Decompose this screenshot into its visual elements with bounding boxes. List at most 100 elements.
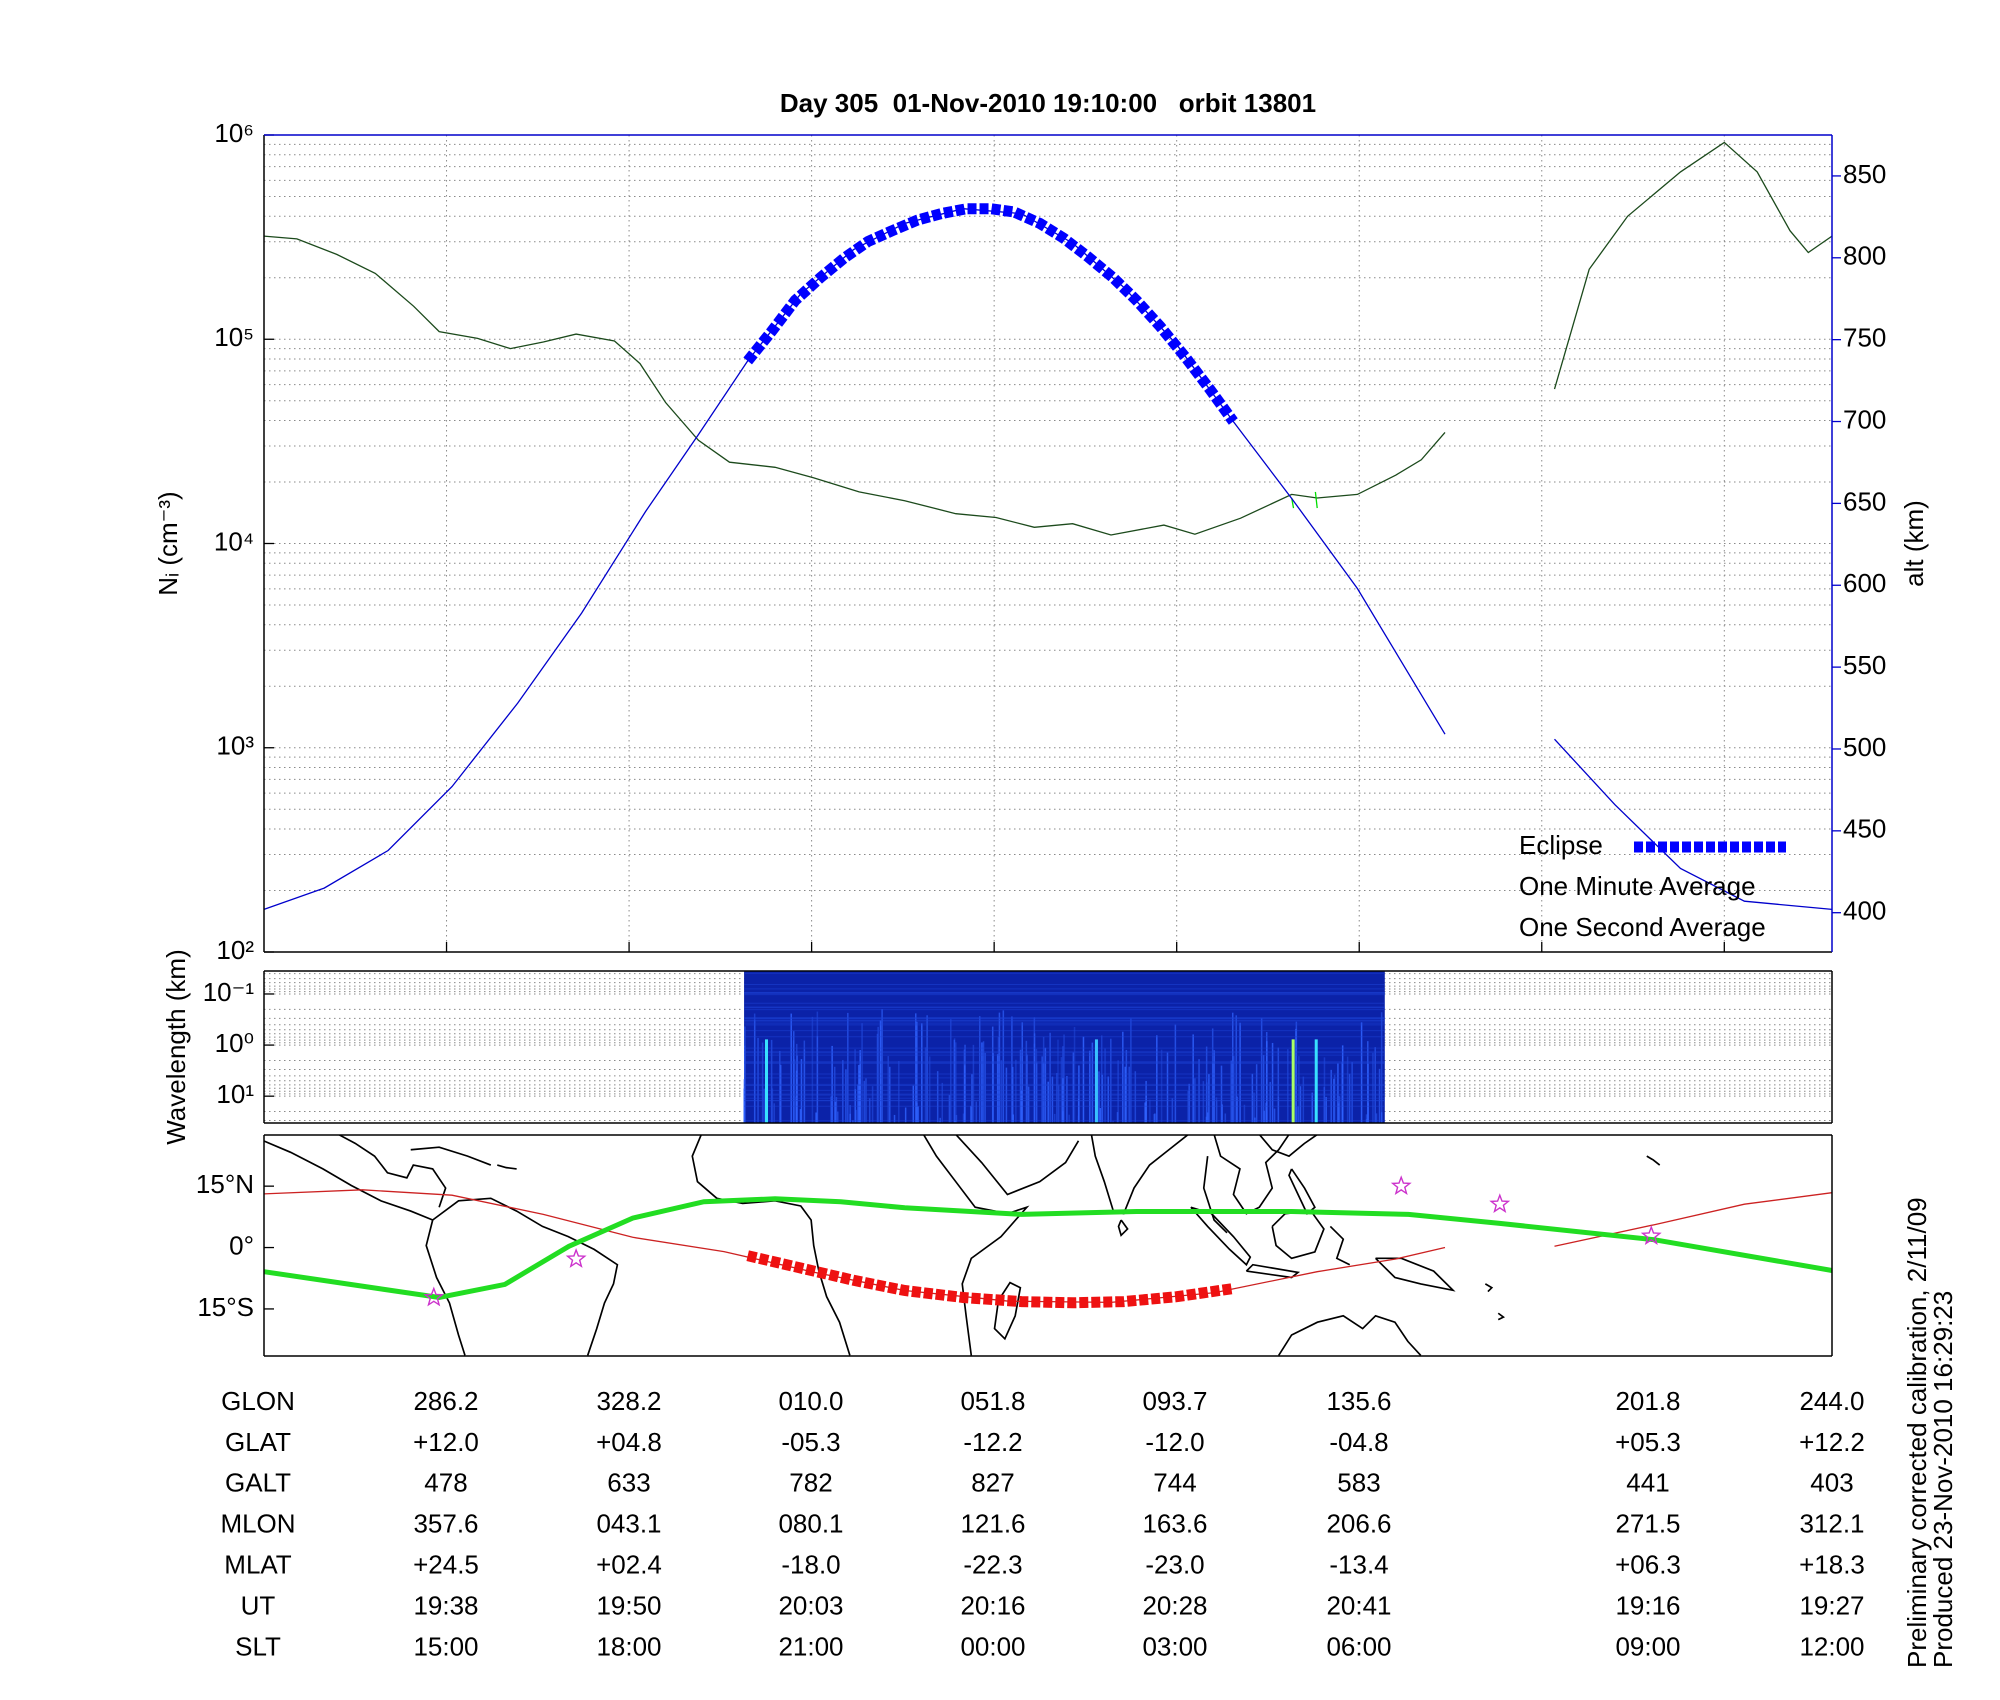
table-cell: 244.0 xyxy=(1799,1386,1864,1416)
table-cell: 03:00 xyxy=(1142,1631,1207,1661)
map-star xyxy=(423,1286,445,1307)
table-cell: +02.4 xyxy=(596,1549,662,1579)
row-label: MLON xyxy=(220,1509,295,1539)
coast xyxy=(1202,1156,1228,1234)
table-cell: 12:00 xyxy=(1799,1631,1864,1661)
table-cell: 163.6 xyxy=(1142,1509,1207,1539)
note: Preliminary corrected calibration, 2/11/… xyxy=(1902,1197,1932,1668)
row-label: GLON xyxy=(221,1386,295,1416)
table-cell: 271.5 xyxy=(1615,1509,1680,1539)
coast xyxy=(338,1135,447,1208)
y-tick-label: 0° xyxy=(229,1230,254,1260)
coast xyxy=(1646,1155,1661,1166)
table-cell: 19:27 xyxy=(1799,1590,1864,1620)
table-cell: -22.3 xyxy=(963,1549,1022,1579)
map-star xyxy=(1489,1193,1511,1214)
legend-label: One Second Average xyxy=(1519,912,1766,942)
coast xyxy=(264,1140,434,1221)
map-star xyxy=(1640,1225,1662,1246)
y-axis-label: Nᵢ (cm⁻³) xyxy=(153,491,183,595)
coast xyxy=(1245,1263,1301,1279)
coast xyxy=(955,1135,1080,1196)
table-cell: 135.6 xyxy=(1326,1386,1391,1416)
y-tick-label: 10³ xyxy=(216,731,254,761)
table-cell: +18.3 xyxy=(1799,1549,1865,1579)
table-cell: 201.8 xyxy=(1615,1386,1680,1416)
table-cell: 782 xyxy=(789,1468,832,1498)
y-tick-label: 10⁶ xyxy=(214,118,254,148)
table-cell: 286.2 xyxy=(413,1386,478,1416)
table-cell: +05.3 xyxy=(1615,1427,1681,1457)
table-cell: 20:03 xyxy=(778,1590,843,1620)
coast xyxy=(1117,1219,1129,1237)
table-cell: 744 xyxy=(1153,1468,1196,1498)
y2-tick-label: 450 xyxy=(1843,814,1886,844)
y2-tick-label: 600 xyxy=(1843,568,1886,598)
table-cell: 357.6 xyxy=(413,1509,478,1539)
table-cell: 010.0 xyxy=(778,1386,843,1416)
y-tick-label: 10⁵ xyxy=(214,322,254,352)
chart-title: Day 305 01-Nov-2010 19:10:00 orbit 13801 xyxy=(780,88,1316,118)
coast xyxy=(691,1135,851,1356)
y2-tick-label: 850 xyxy=(1843,159,1886,189)
table-cell: 206.6 xyxy=(1326,1509,1391,1539)
table-cell: 441 xyxy=(1626,1468,1669,1498)
table-cell: 15:00 xyxy=(413,1631,478,1661)
table-cell: 121.6 xyxy=(960,1509,1025,1539)
table-cell: +04.8 xyxy=(596,1427,662,1457)
series-line xyxy=(263,208,1833,911)
table-cell: -13.4 xyxy=(1329,1549,1388,1579)
table-cell: -12.2 xyxy=(963,1427,1022,1457)
legend-label: One Minute Average xyxy=(1519,871,1756,901)
coastline-clip xyxy=(264,1135,1661,1356)
coast xyxy=(1329,1225,1351,1266)
note: Produced 23-Nov-2010 16:29:23 xyxy=(1928,1291,1958,1668)
y2-tick-label: 650 xyxy=(1843,486,1886,516)
coast xyxy=(1090,1135,1189,1215)
table-cell: 478 xyxy=(424,1468,467,1498)
table-cell: 827 xyxy=(971,1468,1014,1498)
coast xyxy=(497,1164,517,1170)
coast xyxy=(1190,1206,1252,1267)
series-line xyxy=(743,203,1238,425)
table-cell: +12.0 xyxy=(413,1427,479,1457)
y2-tick-label: 700 xyxy=(1843,404,1886,434)
y2-tick-label: 400 xyxy=(1843,896,1886,926)
y-tick-label: 10² xyxy=(216,935,254,965)
y-tick-label: 10⁻¹ xyxy=(203,977,255,1007)
y2-tick-label: 800 xyxy=(1843,241,1886,271)
y-axis-label: Wavelength (km) xyxy=(161,949,191,1145)
table-cell: +24.5 xyxy=(413,1549,479,1579)
table-cell: 20:28 xyxy=(1142,1590,1207,1620)
y-tick-label: 10¹ xyxy=(216,1079,254,1109)
coast xyxy=(1258,1135,1318,1158)
table-cell: -12.0 xyxy=(1145,1427,1204,1457)
table-cell: 403 xyxy=(1810,1468,1853,1498)
coast xyxy=(922,1135,1030,1356)
table-cell: 21:00 xyxy=(778,1631,843,1661)
coast xyxy=(410,1146,492,1166)
table-cell: 093.7 xyxy=(1142,1386,1207,1416)
y2-tick-label: 750 xyxy=(1843,323,1886,353)
row-label: SLT xyxy=(235,1631,281,1661)
table-cell: 19:38 xyxy=(413,1590,478,1620)
y-tick-label: 15°N xyxy=(196,1169,254,1199)
table-cell: 19:50 xyxy=(596,1590,661,1620)
coast xyxy=(993,1281,1022,1341)
y2-tick-label: 500 xyxy=(1843,732,1886,762)
table-cell: -05.3 xyxy=(781,1427,840,1457)
table-cell: -23.0 xyxy=(1145,1549,1204,1579)
row-label: GALT xyxy=(225,1468,291,1498)
y2-tick-label: 550 xyxy=(1843,650,1886,680)
coast xyxy=(1213,1135,1290,1215)
table-cell: 312.1 xyxy=(1799,1509,1864,1539)
table-cell: 051.8 xyxy=(960,1386,1025,1416)
table-cell: -18.0 xyxy=(781,1549,840,1579)
table-cell: 19:16 xyxy=(1615,1590,1680,1620)
row-label: MLAT xyxy=(224,1549,292,1579)
table-cell: 633 xyxy=(607,1468,650,1498)
map-line xyxy=(746,1250,1235,1309)
table-cell: 328.2 xyxy=(596,1386,661,1416)
y-axis-label: alt (km) xyxy=(1899,500,1929,587)
legend-label: Eclipse xyxy=(1519,830,1603,860)
